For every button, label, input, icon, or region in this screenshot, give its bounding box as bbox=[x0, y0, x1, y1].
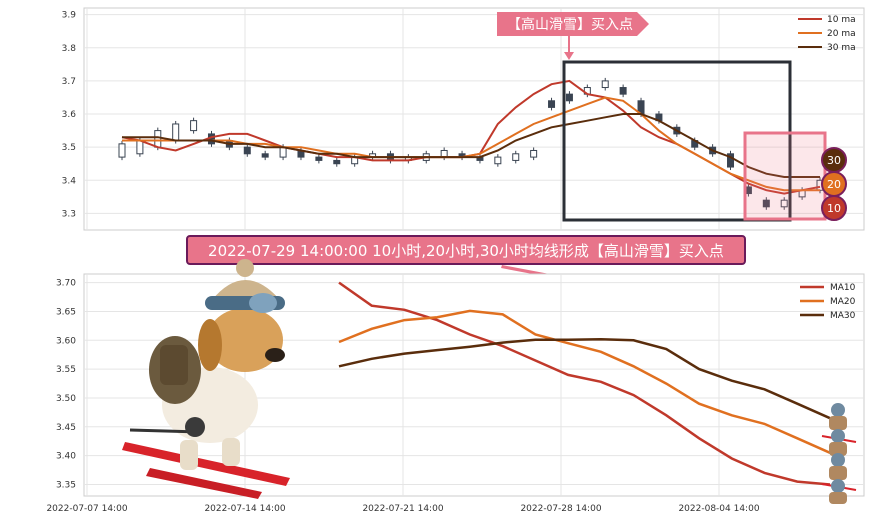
bottom-y-tick-label: 3.70 bbox=[56, 279, 76, 289]
candle-body bbox=[727, 153, 735, 168]
candle-body bbox=[512, 153, 520, 161]
bottom-y-tick-label: 3.60 bbox=[56, 336, 76, 346]
top-series-30ma bbox=[122, 113, 820, 178]
top-series-20ma bbox=[122, 96, 820, 192]
candle-body bbox=[172, 123, 180, 142]
top-plot-area bbox=[83, 7, 865, 231]
bottom-y-tick-label: 3.50 bbox=[56, 394, 76, 404]
top-y-tick-label: 3.6 bbox=[62, 110, 77, 120]
bottom-y-tick-label: 3.65 bbox=[56, 307, 76, 317]
candle-body bbox=[601, 80, 609, 89]
candle-body bbox=[190, 120, 198, 132]
bottom-x-tick-label: 2022-07-28 14:00 bbox=[520, 504, 601, 514]
top-y-axis: 3.9 3.8 3.7 3.6 3.5 3.4 3.3 bbox=[62, 11, 77, 220]
signal-banner-text: 2022-07-29 14:00:00 10小时,20小时,30小时均线形成【高… bbox=[208, 242, 724, 260]
candle-body bbox=[118, 143, 126, 158]
zoom-region-box bbox=[562, 60, 792, 222]
bottom-y-tick-label: 3.35 bbox=[56, 480, 76, 490]
ma-line-chart: 3.70 3.65 3.60 3.55 3.50 3.45 3.40 3.35 2022-07… bbox=[46, 259, 865, 514]
marker-30-label: 30 bbox=[827, 154, 841, 167]
top-grid bbox=[84, 8, 864, 230]
candles bbox=[118, 77, 824, 210]
bottom-x-tick-label: 2022-07-14 14:00 bbox=[204, 504, 285, 514]
top-y-tick-label: 3.8 bbox=[62, 44, 77, 54]
legend-label-20ma: 20 ma bbox=[827, 29, 856, 39]
candle-body bbox=[548, 100, 556, 108]
legend-label-10ma: 10 ma bbox=[827, 15, 856, 25]
marker-10-label: 10 bbox=[827, 202, 841, 215]
top-ma-lines bbox=[121, 79, 821, 195]
bottom-x-axis: 2022-07-07 14:00 2022-07-14 14:00 2022-07-… bbox=[46, 504, 759, 514]
top-y-tick-label: 3.7 bbox=[62, 77, 76, 87]
bottom-y-tick-label: 3.40 bbox=[56, 452, 76, 462]
bottom-y-tick-label: 3.55 bbox=[56, 365, 76, 375]
bottom-legend: MA10 MA20 MA30 bbox=[800, 283, 856, 321]
candle-body bbox=[619, 87, 627, 95]
top-y-tick-label: 3.5 bbox=[62, 143, 76, 153]
candle-body bbox=[333, 159, 341, 165]
mini-skier-icons bbox=[821, 403, 857, 504]
legend-label-30ma: 30 ma bbox=[827, 43, 856, 53]
bottom-y-tick-label: 3.45 bbox=[56, 423, 76, 433]
candle-body bbox=[565, 93, 573, 102]
bottom-ma-lines bbox=[338, 281, 831, 486]
candle-body bbox=[136, 140, 144, 155]
legend-label-ma30: MA30 bbox=[830, 311, 856, 321]
candle-body bbox=[494, 156, 502, 165]
candlestick-chart: 3.9 3.8 3.7 3.6 3.5 3.4 3.3 【高山滑雪】买入点 10 ma 20… bbox=[62, 7, 865, 231]
bottom-x-tick-label: 2022-07-21 14:00 bbox=[362, 504, 443, 514]
top-y-tick-label: 3.3 bbox=[62, 209, 76, 219]
candle-body bbox=[530, 149, 538, 158]
signal-callout-shape bbox=[497, 12, 649, 36]
marker-10 bbox=[821, 195, 847, 221]
top-y-tick-label: 3.9 bbox=[62, 11, 77, 21]
candle-body bbox=[315, 156, 323, 161]
candle-body bbox=[243, 146, 251, 155]
signal-banner-box bbox=[186, 235, 746, 265]
skiing-dog-illustration bbox=[122, 259, 290, 499]
top-y-tick-label: 3.4 bbox=[62, 176, 77, 186]
signal-arrow-icon bbox=[564, 36, 574, 60]
signal-callout: 【高山滑雪】买入点 bbox=[497, 12, 649, 60]
bottom-y-axis: 3.70 3.65 3.60 3.55 3.50 3.45 3.40 3.35 bbox=[56, 279, 76, 491]
marker-20-label: 20 bbox=[827, 178, 841, 191]
bottom-x-tick-label: 2022-08-04 14:00 bbox=[678, 504, 759, 514]
candle-body bbox=[261, 153, 269, 158]
candle-body bbox=[780, 199, 788, 208]
bottom-series-ma30 bbox=[338, 337, 831, 420]
legend-label-ma20: MA20 bbox=[830, 297, 856, 307]
signal-region-box bbox=[743, 131, 827, 221]
bottom-series-ma10 bbox=[338, 281, 831, 486]
ma-end-markers: 30 20 10 bbox=[821, 147, 847, 221]
candle-body bbox=[762, 199, 770, 208]
signal-callout-label: 【高山滑雪】买入点 bbox=[507, 16, 633, 33]
bottom-x-tick-label: 2022-07-07 14:00 bbox=[46, 504, 127, 514]
bottom-series-ma20 bbox=[338, 309, 831, 454]
top-legend: 10 ma 20 ma 30 ma bbox=[798, 15, 856, 53]
candle-body bbox=[279, 146, 287, 158]
candle-body bbox=[154, 130, 162, 148]
legend-label-ma10: MA10 bbox=[830, 283, 856, 293]
